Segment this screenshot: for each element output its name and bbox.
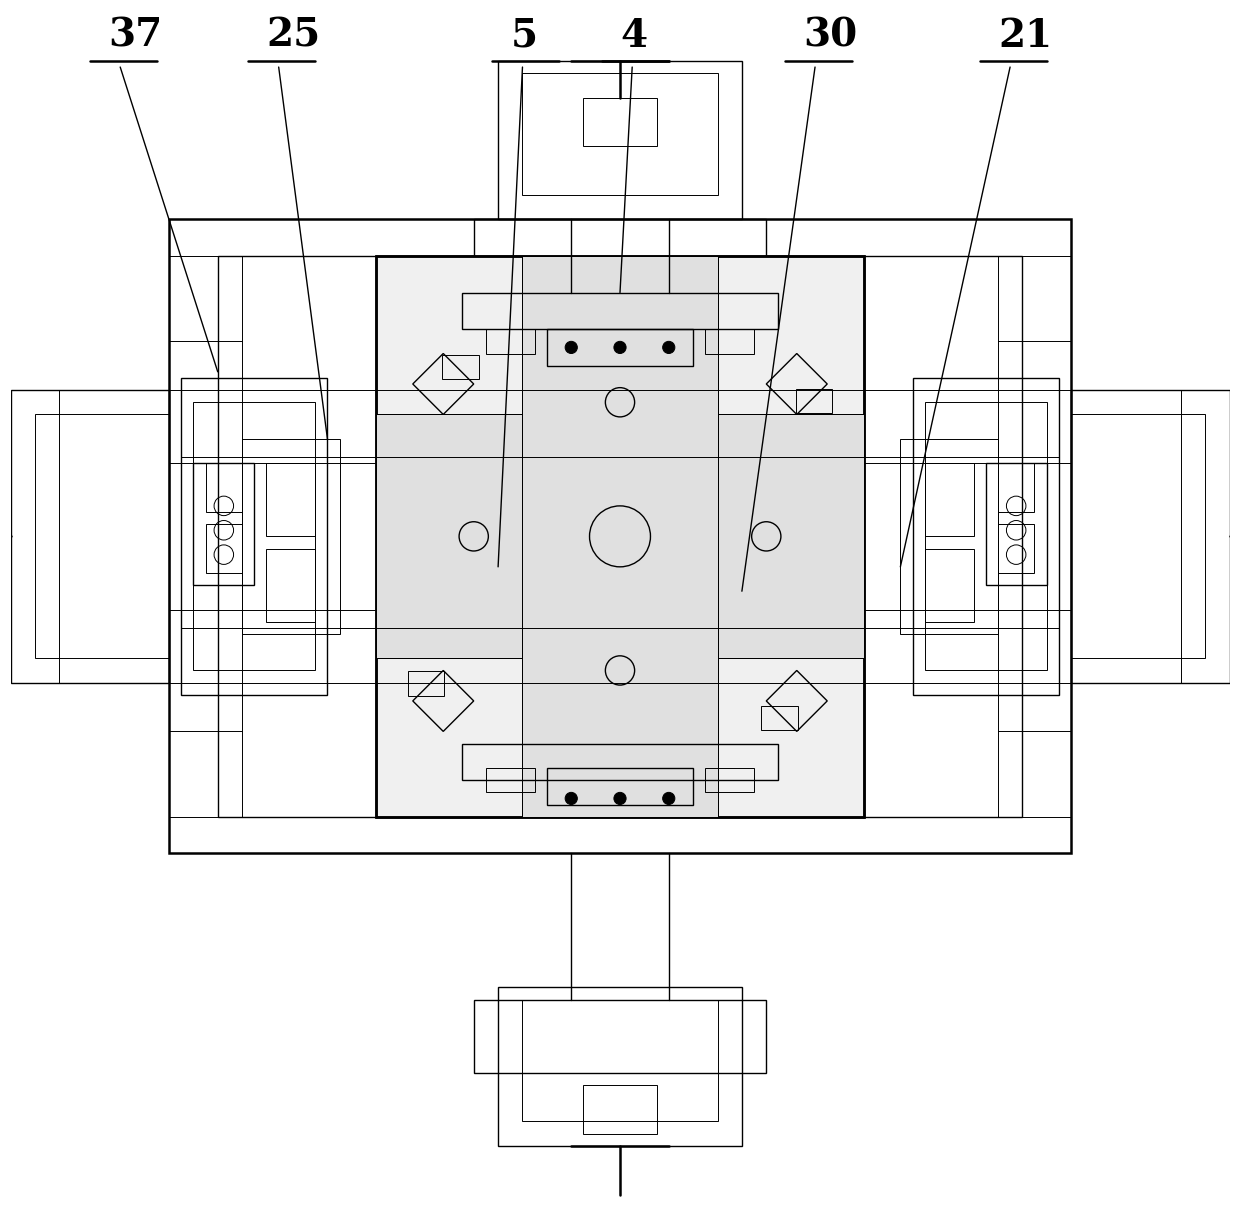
- Bar: [461, 293, 779, 329]
- Bar: [1071, 414, 1205, 658]
- Bar: [998, 256, 1071, 817]
- Bar: [522, 1000, 718, 1121]
- Bar: [925, 402, 1047, 670]
- Bar: [522, 256, 718, 817]
- Bar: [169, 219, 1071, 853]
- Bar: [10, 390, 169, 683]
- Bar: [218, 256, 1022, 817]
- Bar: [181, 378, 327, 695]
- Circle shape: [565, 341, 578, 354]
- Text: 25: 25: [267, 17, 321, 55]
- Bar: [998, 463, 1034, 512]
- Bar: [376, 256, 864, 817]
- Text: 4: 4: [620, 17, 647, 55]
- Bar: [461, 744, 779, 780]
- Bar: [706, 329, 754, 354]
- Bar: [443, 355, 479, 379]
- Bar: [35, 414, 169, 658]
- Bar: [522, 256, 718, 817]
- Text: 5: 5: [511, 17, 537, 55]
- Bar: [267, 463, 315, 536]
- Circle shape: [565, 792, 578, 805]
- Bar: [584, 1085, 656, 1134]
- Bar: [376, 256, 864, 817]
- Bar: [193, 402, 315, 670]
- Bar: [913, 378, 1059, 695]
- Bar: [1071, 390, 1230, 683]
- Bar: [193, 463, 254, 585]
- Bar: [706, 768, 754, 792]
- Bar: [986, 463, 1047, 585]
- Bar: [547, 329, 693, 366]
- Bar: [474, 1000, 766, 1073]
- Bar: [376, 414, 864, 658]
- Bar: [796, 389, 832, 413]
- Bar: [498, 987, 742, 1146]
- Circle shape: [614, 341, 626, 354]
- Bar: [206, 524, 242, 573]
- Bar: [925, 549, 973, 622]
- Bar: [408, 672, 444, 696]
- Text: 30: 30: [802, 17, 857, 55]
- Bar: [761, 706, 797, 730]
- Bar: [925, 463, 973, 536]
- Bar: [498, 61, 742, 219]
- Bar: [242, 439, 340, 634]
- Circle shape: [662, 341, 675, 354]
- Bar: [486, 329, 534, 354]
- Bar: [206, 463, 242, 512]
- Bar: [267, 549, 315, 622]
- Bar: [900, 439, 998, 634]
- Circle shape: [662, 792, 675, 805]
- Bar: [486, 768, 534, 792]
- Text: 21: 21: [998, 17, 1052, 55]
- Text: 37: 37: [108, 17, 162, 55]
- Bar: [376, 414, 864, 658]
- Circle shape: [614, 792, 626, 805]
- Bar: [169, 256, 242, 817]
- Bar: [522, 73, 718, 195]
- Bar: [584, 98, 656, 146]
- Bar: [60, 390, 1180, 683]
- Bar: [474, 219, 766, 293]
- Bar: [998, 524, 1034, 573]
- Bar: [547, 768, 693, 805]
